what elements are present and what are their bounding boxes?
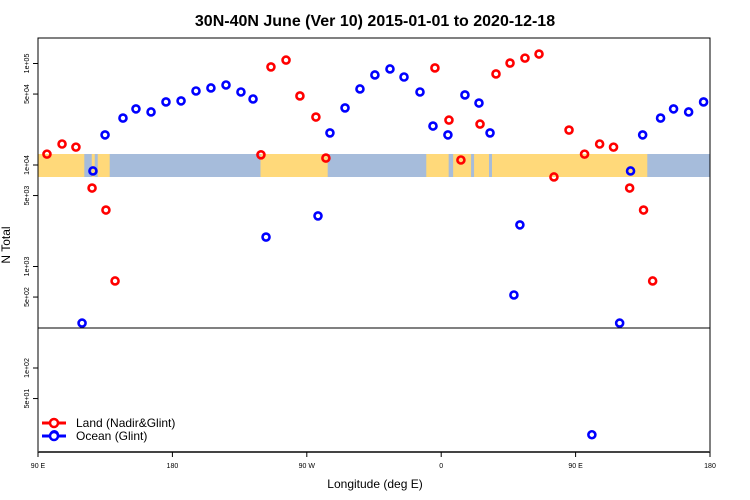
- land-point: [444, 115, 454, 125]
- ocean-point: [77, 318, 87, 328]
- ocean-point: [88, 166, 98, 176]
- ocean-point: [509, 290, 519, 300]
- land-point: [475, 119, 485, 129]
- x-tick-label: 180: [167, 463, 179, 470]
- land-point: [256, 150, 266, 160]
- land-point: [594, 139, 605, 149]
- ocean-point: [236, 87, 246, 97]
- ocean-point: [637, 130, 648, 140]
- y-tick-label: 1e+02: [24, 358, 31, 378]
- ocean-point: [206, 83, 216, 93]
- latitude-band-map: [38, 154, 710, 177]
- land-region: [260, 154, 328, 177]
- ocean-point: [340, 103, 350, 113]
- ocean-point: [118, 113, 128, 123]
- x-tick-label: 0: [439, 463, 443, 470]
- land-point: [520, 53, 530, 63]
- land-region: [620, 154, 637, 177]
- land-point: [311, 112, 321, 122]
- ocean-point: [668, 104, 679, 114]
- land-point: [624, 183, 635, 193]
- ocean-point: [146, 107, 156, 117]
- y-tick-label: 5e+04: [24, 84, 31, 104]
- land-point: [110, 276, 120, 286]
- land-point: [71, 142, 81, 152]
- land-point: [430, 63, 440, 73]
- x-axis-label: Longitude (deg E): [327, 477, 422, 491]
- legend-marker-land: [48, 417, 60, 429]
- plot-frame: [37, 37, 711, 453]
- ocean-point: [100, 130, 110, 140]
- land-region: [97, 154, 110, 177]
- legend-label-ocean: Ocean (Glint): [76, 429, 147, 443]
- x-tick-label: 90 E: [31, 463, 46, 470]
- ocean-point: [474, 98, 484, 108]
- ocean-point: [485, 128, 495, 138]
- land-point: [87, 183, 97, 193]
- y-tick-label: 1e+05: [24, 54, 31, 74]
- land-point: [647, 276, 658, 286]
- land-point: [549, 172, 559, 182]
- ocean-point: [698, 97, 709, 107]
- chart-title: 30N-40N June (Ver 10) 2015-01-01 to 2020…: [195, 13, 555, 30]
- land-point: [57, 139, 67, 149]
- y-tick-label: 5e+02: [24, 287, 31, 307]
- land-point: [534, 49, 544, 59]
- ocean-point: [415, 87, 425, 97]
- ocean-point: [655, 113, 666, 123]
- land-region: [38, 154, 85, 177]
- land-point: [608, 142, 619, 152]
- land-region: [474, 154, 489, 177]
- land-point: [101, 205, 111, 215]
- land-point: [321, 153, 331, 163]
- land-point: [295, 91, 305, 101]
- land-point: [579, 149, 590, 159]
- y-tick-label: 1e+03: [24, 257, 31, 277]
- ocean-point: [176, 96, 186, 106]
- x-tick-label: 90 W: [299, 463, 316, 470]
- land-point: [281, 55, 291, 65]
- land-point: [456, 155, 466, 165]
- ocean-point: [460, 90, 470, 100]
- land-point: [491, 69, 501, 79]
- ocean-point: [161, 97, 171, 107]
- ocean-point: [515, 220, 525, 230]
- land-region: [426, 154, 449, 177]
- land-point: [638, 205, 649, 215]
- ocean-point: [131, 104, 141, 114]
- land-point: [42, 149, 52, 159]
- land-point: [505, 58, 515, 68]
- land-region: [635, 154, 648, 177]
- ocean-point: [325, 128, 335, 138]
- ocean-point: [261, 232, 271, 242]
- legend-label-land: Land (Nadir&Glint): [76, 416, 175, 430]
- ocean-point: [370, 70, 380, 80]
- y-axis-label: N Total: [0, 226, 13, 263]
- ocean-point: [355, 84, 365, 94]
- ocean-point: [625, 166, 636, 176]
- land-point: [266, 62, 276, 72]
- land-region: [491, 154, 612, 177]
- ocean-point: [428, 121, 438, 131]
- ocean-point: [399, 72, 409, 82]
- legend: Land (Nadir&Glint) Ocean (Glint): [42, 416, 175, 443]
- ocean-point: [385, 64, 395, 74]
- ocean-point: [443, 130, 453, 140]
- y-tick-label: 5e+03: [24, 186, 31, 206]
- ocean-point: [683, 107, 694, 117]
- ocean-point: [248, 94, 258, 104]
- y-tick-label: 5e+01: [24, 389, 31, 409]
- ocean-point: [221, 80, 231, 90]
- land-point: [564, 125, 574, 135]
- ocean-point: [191, 86, 201, 96]
- x-tick-label: 90 E: [568, 463, 583, 470]
- land-region: [91, 154, 95, 177]
- x-tick-label: 180: [704, 463, 716, 470]
- ocean-point: [313, 211, 323, 221]
- legend-marker-ocean: [48, 430, 60, 442]
- ocean-point: [614, 318, 625, 328]
- ocean-point: [587, 429, 597, 440]
- y-tick-label: 1e+04: [24, 155, 31, 175]
